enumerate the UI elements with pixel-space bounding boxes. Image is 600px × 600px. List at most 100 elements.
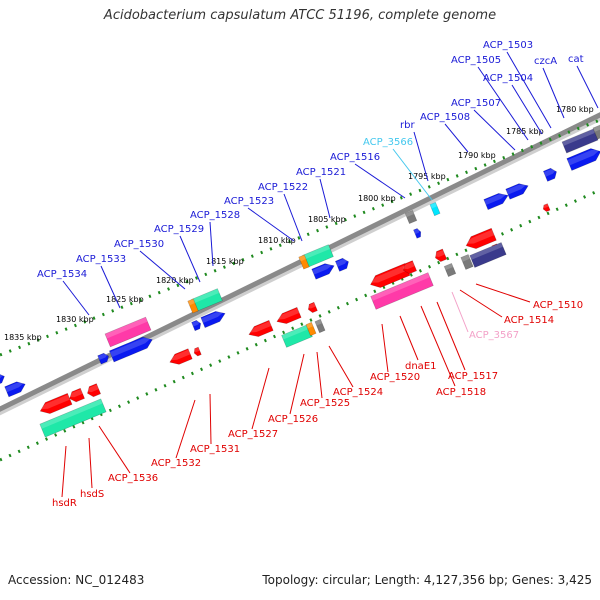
gene-forward-9: [108, 336, 153, 363]
scale-label-1815-kbp: 1815 kbp: [206, 257, 244, 266]
reverse-leader-acp-1520: [381, 323, 389, 373]
reverse-label-acp-3567: ACP_3567: [469, 330, 519, 341]
accession-text: Accession: NC_012483: [8, 573, 145, 587]
gene-reverse-5: [402, 260, 418, 275]
gene-forward-11: [0, 373, 5, 387]
forward-leader-acp-1529: [179, 235, 201, 283]
gene-reverse-10: [193, 346, 202, 357]
gene-forward-gray-2: [404, 209, 418, 225]
scale-label-1790-kbp: 1790 kbp: [458, 151, 496, 160]
reverse-label-acp-1532: ACP_1532: [151, 458, 201, 469]
genome-summary-text: Topology: circular; Length: 4,127,356 bp…: [262, 573, 592, 587]
gene-forward-magenta: [104, 316, 152, 348]
gene-reverse-8: [307, 301, 318, 313]
forward-label-acp-1503: ACP_1503: [483, 40, 533, 51]
gene-features: [0, 124, 600, 438]
forward-label-acp-1530: ACP_1530: [114, 239, 164, 250]
gene-forward-3: [542, 167, 557, 182]
reverse-label-acp-1518: ACP_1518: [436, 387, 486, 398]
forward-leader-rbr: [413, 131, 429, 182]
scale-label-1830-kbp: 1830 kbp: [56, 315, 94, 324]
forward-leader-acp-3566: [392, 148, 433, 201]
forward-leader-acp-1533: [100, 265, 121, 309]
reverse-label-acp-1525: ACP_1525: [300, 398, 350, 409]
label-leaders: [61, 51, 599, 498]
gene-reverse-9: [169, 348, 193, 365]
gene-reverse-gray: [460, 254, 474, 270]
forward-leader-acp-1508: [444, 123, 469, 153]
gene-reverse-navy: [469, 242, 507, 268]
gene-reverse-11: [39, 392, 73, 414]
forward-leader-acp-1528: [209, 221, 214, 267]
scale-label-1805-kbp: 1805 kbp: [308, 215, 346, 224]
gene-reverse-green: [281, 324, 313, 348]
scale-label-1780-kbp: 1780 kbp: [556, 105, 594, 114]
gene-labels: ACP_1503 ACP_1505 czcA cat ACP_1504 ACP_1507 A…: [37, 40, 584, 509]
forward-leader-acp-1505: [477, 66, 529, 141]
gene-reverse-3: [434, 248, 448, 262]
gene-forward-7: [200, 311, 226, 329]
forward-label-acp-1505: ACP_1505: [451, 55, 501, 66]
gene-forward-8: [191, 320, 202, 332]
forward-label-acp-1529: ACP_1529: [154, 224, 204, 235]
reverse-label-dnae1: dnaE1: [405, 361, 437, 372]
forward-label-acp-1507: ACP_1507: [451, 98, 501, 109]
backbone-shadow: [0, 116, 600, 416]
forward-leader-acp-1530: [139, 250, 186, 290]
gene-forward-small: [413, 228, 422, 239]
gene-forward-orange-2: [187, 298, 199, 314]
gene-reverse-7: [276, 306, 302, 324]
reverse-leader-acp-1531: [209, 393, 212, 445]
forward-label-acp-1533: ACP_1533: [76, 254, 126, 265]
gene-reverse-13: [86, 383, 102, 398]
gene-forward-2: [505, 183, 529, 200]
reverse-label-acp-1514: ACP_1514: [504, 315, 554, 326]
reverse-label-acp-1531: ACP_1531: [190, 444, 240, 455]
reverse-label-acp-1527: ACP_1527: [228, 429, 278, 440]
forward-leader-czca: [542, 67, 565, 119]
gene-forward-1: [483, 193, 509, 211]
forward-label-acp-1516: ACP_1516: [330, 152, 380, 163]
scale-label-1825-kbp: 1825 kbp: [106, 295, 144, 304]
reverse-label-acp-1520: ACP_1520: [370, 372, 420, 383]
gene-forward-12: [4, 381, 26, 398]
gene-forward-orange: [298, 254, 310, 270]
gene-forward-5: [311, 263, 335, 280]
gene-forward-cyan: [429, 201, 441, 217]
forward-label-acp-1523: ACP_1523: [224, 196, 274, 207]
gene-reverse-orange: [305, 321, 317, 337]
gene-forward-6: [334, 257, 349, 272]
forward-leader-acp-1516: [354, 163, 406, 199]
gene-reverse-1: [465, 227, 497, 250]
forward-label-acp-1508: ACP_1508: [420, 112, 470, 123]
forward-leader-acp-1507: [473, 109, 516, 151]
reverse-label-acp-1517: ACP_1517: [448, 371, 498, 382]
forward-label-acp-1521: ACP_1521: [296, 167, 346, 178]
forward-label-acp-1534: ACP_1534: [37, 269, 87, 280]
forward-label-czca: czcA: [534, 56, 557, 67]
scale-label-1800-kbp: 1800 kbp: [358, 194, 396, 203]
reverse-leader-dnae1: [399, 315, 419, 361]
reverse-leader-acp-1536: [98, 425, 131, 474]
reverse-leader-acp-1517: [436, 301, 466, 371]
genome-backbone: [0, 112, 600, 412]
reverse-leader-acp-1518: [420, 305, 456, 387]
reverse-leader-acp-1525: [316, 351, 323, 399]
reverse-leader-acp-1527: [251, 367, 270, 430]
gene-reverse-gray-3: [314, 318, 326, 334]
gene-forward-10: [97, 352, 109, 365]
reverse-leader-acp-1510: [475, 283, 531, 303]
scale-label-1785-kbp: 1785 kbp: [506, 127, 544, 136]
reverse-leader-acp-1526: [289, 353, 305, 415]
map-title: Acidobacterium capsulatum ATCC 51196, co…: [103, 8, 497, 23]
forward-leader-acp-1504: [511, 84, 543, 135]
reverse-label-acp-1510: ACP_1510: [533, 300, 583, 311]
reverse-leader-hsds: [88, 437, 93, 489]
reverse-leader-acp-1514: [459, 289, 503, 318]
forward-leader-acp-1521: [319, 178, 331, 219]
reverse-leader-hsdr: [61, 445, 67, 498]
gene-reverse-12: [68, 387, 85, 403]
reverse-label-hsdr: hsdR: [52, 498, 77, 509]
reverse-label-hsds: hsdS: [80, 489, 104, 500]
forward-label-acp-3566: ACP_3566: [363, 137, 413, 148]
